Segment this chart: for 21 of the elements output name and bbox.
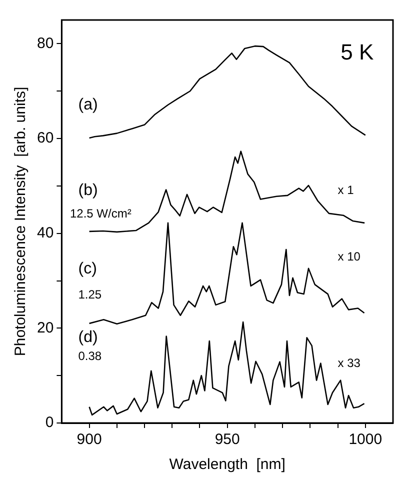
x-axis-title: Wavelength [nm] <box>169 456 286 474</box>
annotation: 0.38 <box>78 348 102 363</box>
y-tick-label: 40 <box>36 224 54 242</box>
annotation: (a) <box>78 96 98 114</box>
annotation: 5 K <box>340 39 374 64</box>
y-tick-label: 0 <box>45 414 54 432</box>
annotation: x 33 <box>338 356 361 370</box>
annotation: (b) <box>78 182 98 200</box>
x-tick-label: 950 <box>214 431 240 448</box>
x-tick-label: 1000 <box>348 431 382 448</box>
annotation: (c) <box>78 260 97 278</box>
annotation: 1.25 <box>78 287 102 302</box>
y-axis-title: Photoluminescence Intensity [arb. units] <box>12 86 30 356</box>
y-tick-label: 80 <box>36 34 54 52</box>
x-tick-label: 900 <box>76 431 102 448</box>
annotation: (d) <box>78 329 98 346</box>
annotation: x 10 <box>338 249 361 264</box>
y-tick-label: 60 <box>36 130 54 147</box>
annotation: x 1 <box>338 182 354 197</box>
annotation: 12.5 W/cm² <box>70 206 132 221</box>
y-tick-label: 20 <box>36 319 54 336</box>
